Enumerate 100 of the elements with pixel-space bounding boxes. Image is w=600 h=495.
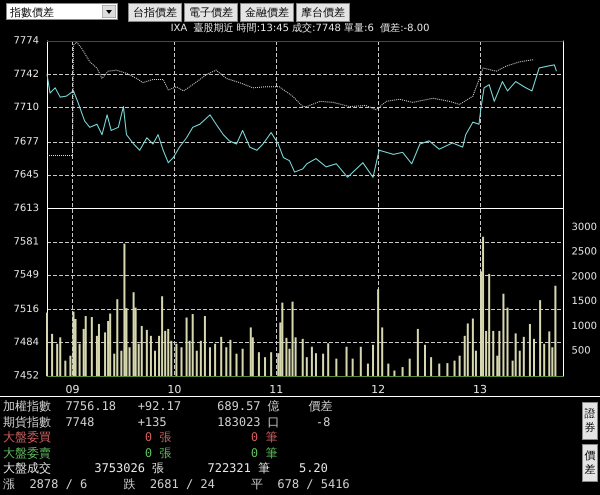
bar	[381, 327, 384, 376]
text: 大盤成交 3753026 張 722321 筆 5.20	[3, 461, 328, 476]
bar	[258, 352, 260, 376]
bar	[214, 344, 216, 376]
x-tick-label: 10	[167, 383, 182, 396]
y-tick-label: 7613	[14, 203, 39, 214]
tab-button: 摩台價差	[296, 3, 350, 22]
y2-tick-label: 500	[572, 346, 591, 357]
bar	[64, 360, 66, 376]
bar	[327, 343, 330, 376]
bar	[416, 328, 419, 376]
bar	[393, 370, 396, 376]
bar	[132, 292, 135, 376]
y-tick-label: 7452	[14, 370, 39, 382]
bar	[472, 318, 474, 376]
bar	[482, 236, 484, 376]
bar	[366, 364, 369, 376]
bar	[192, 314, 194, 376]
bar	[140, 326, 143, 376]
bar	[292, 302, 294, 376]
bar	[200, 340, 202, 376]
bar	[310, 346, 313, 376]
bar	[335, 358, 338, 376]
bar	[533, 338, 536, 376]
bar	[346, 346, 348, 376]
x-tick-label: 12	[371, 383, 386, 396]
bar	[225, 347, 228, 376]
bar	[430, 357, 432, 376]
bar	[270, 352, 272, 376]
bar	[180, 347, 182, 376]
bar	[518, 350, 521, 376]
bar	[466, 323, 469, 376]
bar	[209, 347, 212, 376]
bar	[314, 353, 317, 376]
bar	[539, 300, 542, 376]
bar	[186, 318, 188, 376]
y2-tick-label: 1500	[572, 296, 598, 308]
y-tick-label: 7516	[14, 304, 39, 315]
bar	[154, 350, 156, 376]
bar	[360, 346, 362, 376]
bar	[59, 337, 62, 376]
x-tick-label: 13	[473, 383, 488, 396]
bar	[236, 354, 238, 376]
bar	[488, 274, 490, 376]
text: 大盤委買 0 張 0 筆	[3, 430, 278, 446]
bar	[402, 367, 404, 376]
bar	[408, 358, 411, 376]
bar	[116, 299, 118, 376]
bar	[250, 327, 252, 376]
y-tick-label: 7742	[14, 68, 39, 80]
bar	[123, 244, 126, 376]
bar	[446, 363, 448, 376]
bar	[322, 354, 324, 376]
bar	[377, 289, 380, 376]
bar	[146, 330, 148, 376]
bar	[84, 316, 87, 376]
y-tick-label: 7710	[14, 102, 39, 114]
bar	[528, 324, 531, 376]
y2-tick-label: 2500	[572, 246, 598, 258]
line-series	[46, 64, 557, 178]
bar	[424, 344, 426, 376]
bar	[229, 340, 232, 376]
bar	[285, 338, 288, 376]
bar	[204, 316, 206, 376]
y2-tick-label: 2000	[572, 271, 598, 282]
y-tick-label: 7581	[14, 236, 39, 248]
bar	[387, 364, 390, 376]
bar	[454, 360, 456, 376]
bar	[281, 302, 284, 376]
bar	[554, 286, 556, 376]
side-tab: 價差	[582, 444, 598, 482]
y-tick-label: 7774	[14, 36, 39, 46]
text: 期貨指數 7748 +135 183023 口 -8	[3, 414, 330, 430]
bar	[372, 344, 374, 376]
bar	[90, 317, 93, 376]
bar	[302, 338, 304, 376]
bar	[242, 348, 244, 376]
bar	[506, 308, 509, 376]
x-tick-label: 09	[65, 383, 80, 396]
bar	[352, 358, 354, 376]
y-tick-label: 7677	[14, 136, 39, 148]
y2-tick-label: 3000	[572, 222, 598, 233]
bar	[522, 336, 525, 376]
bar	[196, 350, 198, 376]
bar	[492, 330, 494, 376]
y-tick-label: 7484	[14, 337, 39, 348]
bar	[161, 296, 164, 376]
text: 大盤委賣 0 張 0 筆	[3, 446, 278, 461]
text: 漲 2878 / 6 跌 2681 / 24 平 678 / 5416	[3, 477, 350, 492]
bar	[175, 344, 178, 376]
tab-button: 金融價差	[240, 3, 294, 22]
y-tick-label: 7645	[14, 170, 39, 181]
bar	[98, 324, 100, 376]
text: 加權指數 7756.18 +92.17 689.57 億 價差	[3, 399, 333, 414]
y-tick-label: 7549	[14, 270, 39, 281]
chart-title: IXA 臺股期近 時間:13:45 成交:7748 單量:6 價差:-8.00	[170, 22, 430, 35]
bar	[46, 312, 48, 376]
tab-button: 台指價差	[128, 3, 182, 22]
bar	[51, 334, 54, 376]
bar	[78, 344, 81, 376]
